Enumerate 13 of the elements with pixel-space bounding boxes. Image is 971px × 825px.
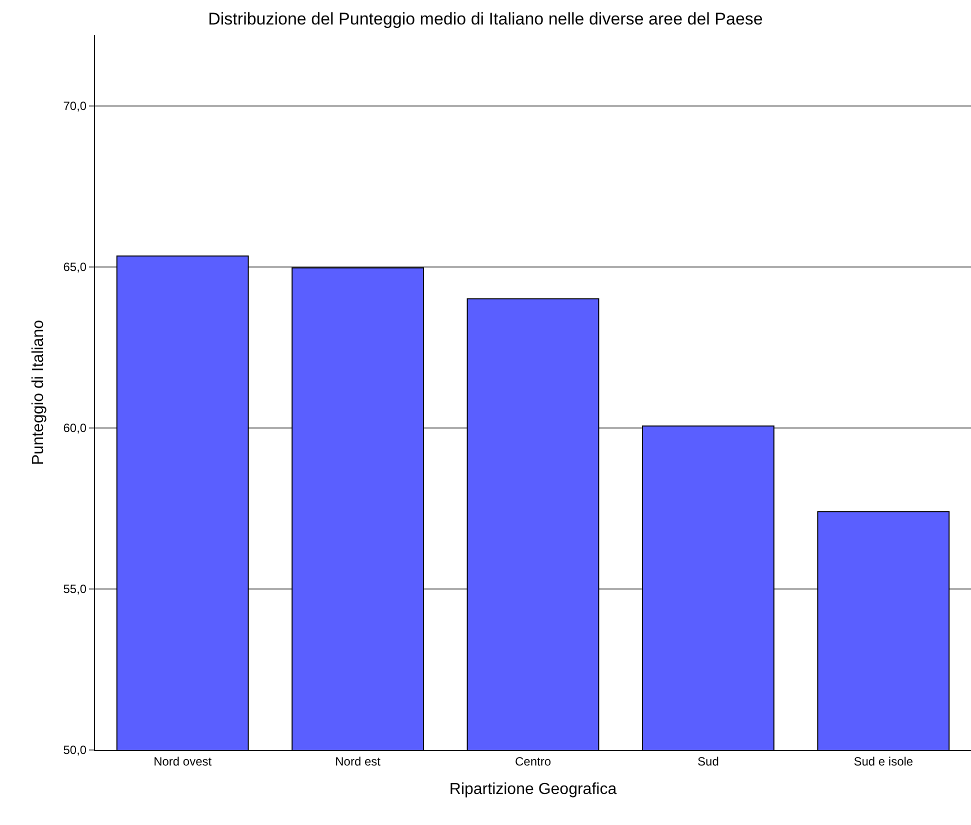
x-axis-title: Ripartizione Geografica <box>449 781 617 798</box>
y-axis-title: Punteggio di Italiano <box>30 320 48 465</box>
y-tick-label: 50,0 <box>63 743 87 758</box>
y-tick-label: 70,0 <box>63 99 87 114</box>
y-tick-label: 65,0 <box>63 260 87 274</box>
x-tick-label: Sud <box>698 754 719 768</box>
x-tick-label: Nord ovest <box>154 754 212 768</box>
y-tick-label: 60,0 <box>63 421 87 436</box>
y-tick-label: 55,0 <box>63 582 87 596</box>
x-tick-label: Sud e isole <box>854 754 914 768</box>
chart-title: Distribuzione del Punteggio medio di Italiano nelle diverse aree del Paese <box>208 9 763 28</box>
x-tick-label: Centro <box>514 754 552 768</box>
x-tick-label: Nord est <box>335 754 382 768</box>
